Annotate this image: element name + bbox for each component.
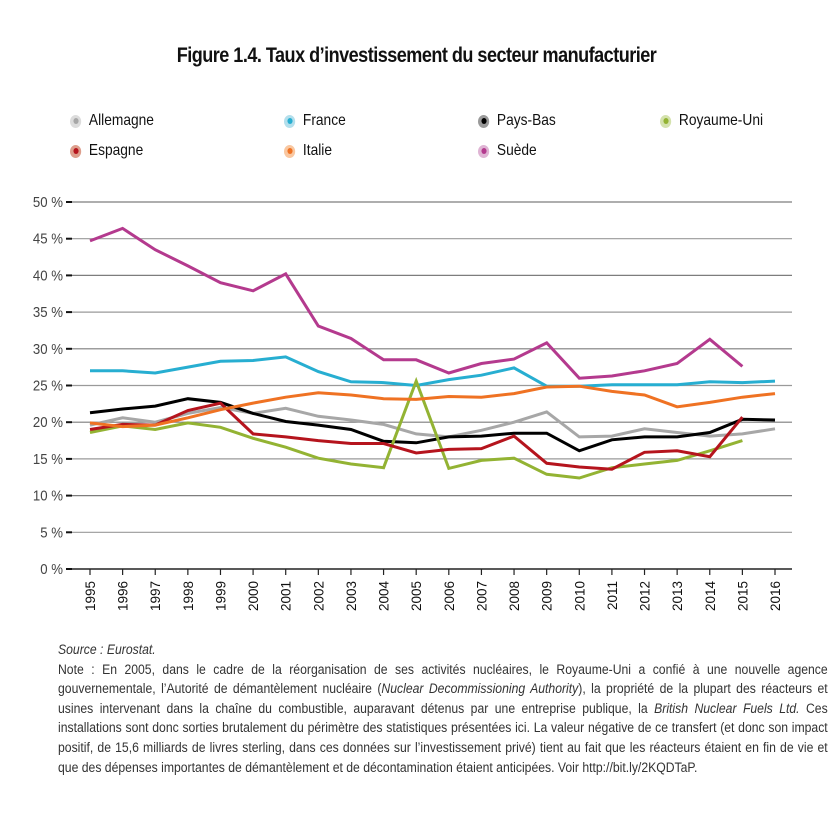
legend-item-suede: Suède (478, 142, 537, 160)
y-tick-label: 10 % (33, 487, 63, 504)
x-axis: 1995 1996 1997 1998 1999 2000 2001 2002 2003 2004… (72, 568, 792, 612)
y-tick-label: 0 % (40, 560, 63, 577)
legend-marker-icon (284, 114, 296, 128)
footnote: Note : En 2005, dans le cadre de la réor… (58, 661, 828, 779)
footnote-text: ), la propriété de la plupart des réacte… (58, 681, 828, 717)
x-tick-label: 2007 (474, 581, 489, 611)
line-chart: 0 % 5 % 10 % 15 % 20 % 25 % 30 % 35 % 40 % 45 % 50… (33, 193, 792, 612)
legend-label: Pays-Bas (496, 112, 556, 129)
x-tick-label: 1999 (213, 581, 228, 611)
legend-marker-icon (70, 144, 82, 158)
x-tick-label: 2002 (311, 581, 326, 611)
legend-label: France (302, 112, 346, 129)
notes: Source : Eurostat. Note : En 2005, dans … (58, 641, 828, 778)
x-tick-label: 2016 (768, 581, 783, 611)
footnote-text: Note : En 2005, dans le cadre de la réor… (58, 661, 828, 698)
x-tick-label: 1996 (116, 581, 131, 611)
legend-label: Italie (302, 142, 332, 159)
legend-label: Espagne (88, 142, 144, 159)
x-tick-label: 2011 (605, 581, 620, 610)
legend-label: Suède (496, 142, 537, 159)
x-tick-label: 2012 (638, 581, 653, 611)
series-line-royaume-uni (89, 376, 743, 480)
y-tick-label: 35 % (33, 303, 63, 320)
legend-item-france: France (284, 112, 346, 130)
x-tick-label: 2004 (377, 581, 392, 612)
x-tick-label: 2006 (442, 581, 457, 611)
x-tick-label: 2013 (670, 581, 685, 611)
legend-item-pays-bas: Pays-Bas (478, 112, 556, 130)
y-tick-label: 5 % (40, 523, 63, 540)
x-tick-label: 2009 (540, 581, 555, 611)
legend-marker-icon (478, 114, 490, 128)
x-tick-label: 2010 (572, 581, 587, 611)
x-tick-label: 2000 (246, 581, 261, 611)
series-lines (89, 226, 776, 480)
y-tick-label: 45 % (33, 230, 63, 247)
legend-label: Allemagne (88, 112, 154, 129)
y-tick-label: 20 % (33, 413, 63, 430)
legend-marker-icon (70, 114, 82, 128)
legend-label: Royaume-Uni (678, 112, 764, 129)
footnote-italic: British Nuclear Fuels Ltd. (654, 700, 800, 717)
y-axis: 0 % 5 % 10 % 15 % 20 % 25 % 30 % 35 % 40 % 45 % 50… (33, 193, 72, 577)
legend-marker-icon (660, 114, 672, 128)
chart-title: Figure 1.4. Taux d’investissement du sec… (176, 44, 657, 67)
y-tick-label: 15 % (33, 450, 63, 467)
y-tick-label: 40 % (33, 267, 63, 284)
series-line-france (90, 355, 776, 388)
series-line-pays-bas (89, 397, 776, 453)
legend: Allemagne France Pays-Bas Royaume-Uni Es… (70, 112, 810, 172)
y-tick-label: 50 % (33, 193, 63, 210)
legend-item-espagne: Espagne (70, 142, 143, 160)
y-tick-label: 25 % (33, 377, 63, 394)
x-tick-label: 2015 (735, 581, 750, 611)
x-tick-label: 2008 (507, 581, 522, 611)
legend-item-royaume-uni: Royaume-Uni (660, 112, 763, 130)
legend-item-allemagne: Allemagne (70, 112, 154, 130)
series-line-allemagne (89, 405, 776, 439)
legend-marker-icon (478, 144, 490, 158)
x-tick-label: 1997 (148, 581, 163, 611)
series-line-italie (89, 384, 776, 429)
x-tick-label: 2014 (703, 581, 718, 612)
x-tick-label: 1995 (83, 581, 98, 611)
x-tick-label: 2003 (344, 581, 359, 611)
source-note: Source : Eurostat. (58, 642, 156, 658)
footnote-italic: Nuclear Decommissioning Authority (381, 681, 579, 698)
legend-item-italie: Italie (284, 142, 332, 160)
series-line-su-de (89, 226, 744, 380)
x-tick-label: 2001 (279, 581, 294, 611)
y-tick-label: 30 % (33, 340, 63, 357)
series-line-espagne (89, 401, 744, 471)
legend-marker-icon (284, 144, 296, 158)
footnote-text: Ces installations sont donc sorties brut… (58, 700, 828, 776)
x-tick-label: 1998 (181, 581, 196, 611)
x-tick-label: 2005 (409, 581, 424, 611)
